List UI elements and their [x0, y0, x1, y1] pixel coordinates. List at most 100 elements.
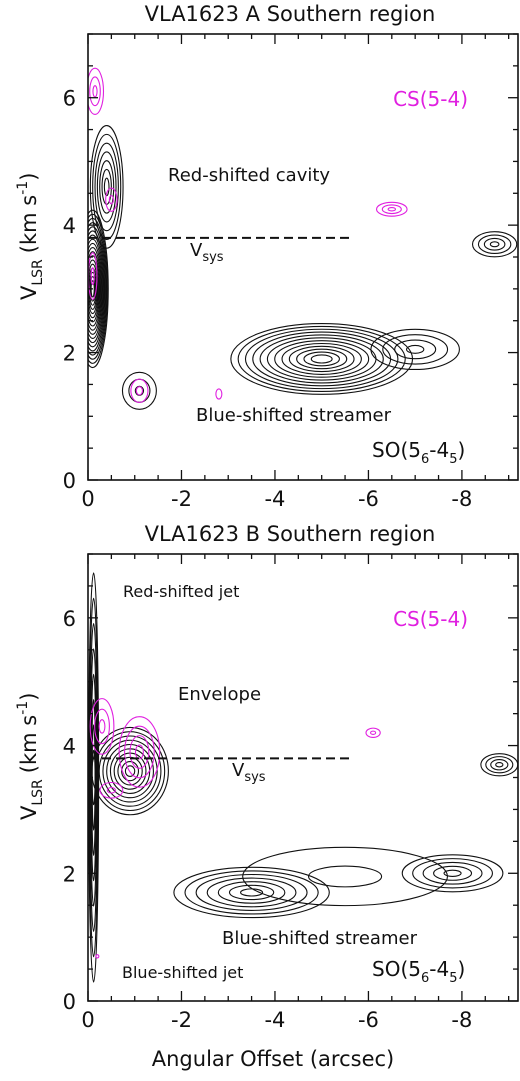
- panel-a-so-contour-3-level-3: [244, 328, 399, 390]
- panel-a-ytick-label: 4: [63, 214, 76, 238]
- panel-a-cs-contour-1-level-2: [108, 194, 114, 205]
- panel-b-xtick-label: -6: [358, 1008, 379, 1032]
- panel-b-vsys-main: V: [232, 760, 245, 781]
- panel-b-so-main: SO(5: [372, 957, 421, 981]
- panel-b-cs-contour-3-level-2: [370, 730, 377, 736]
- panel-a-plot-area: [88, 67, 518, 410]
- panel-b-so-contour-4-level-4: [495, 762, 504, 768]
- panel-a-so-mid: -4: [429, 438, 449, 462]
- panel-a-so-contour-0-level-1: [88, 209, 109, 369]
- panel-b-ylabel-unit: (km s: [17, 715, 41, 773]
- panel-a-so-contour-0-level-13: [88, 259, 99, 319]
- panel-b-so-contour-3-level-3: [422, 861, 483, 885]
- panel-b-xtick-label: 0: [81, 1008, 94, 1032]
- panel-a-so-contour-1-level-3: [94, 142, 119, 232]
- panel-b-ticks: 0 2 4 6 0 -2 -4 -6 -8: [63, 553, 519, 1032]
- panel-b-cs-contour-4-level-1: [95, 954, 100, 959]
- panel-a-xtick-label: 0: [81, 487, 94, 511]
- panel-b-so-contour-4-level-2: [485, 756, 514, 774]
- panel-b-so-contour-5-level-1: [242, 846, 449, 907]
- panel-b-so-contour-5-level-2: [307, 865, 383, 888]
- panel-b-cs-contour-2-level-1: [99, 781, 124, 799]
- panel-b-cs-contour-0-level-1: [89, 698, 115, 755]
- panel-a-cs-contour-3-level-1: [215, 388, 223, 400]
- panel-a-so-contour-0-level-7: [88, 234, 104, 344]
- panel-b-ylabel-sub: LSR: [30, 779, 46, 806]
- panel-a-ylabel-unit: (km s: [17, 195, 41, 253]
- panel-b-annotation-envelope: Envelope: [178, 684, 261, 705]
- panel-a-cs-contour-5-level-2: [90, 267, 95, 285]
- panel-a-cs-contour-2-level-2: [135, 386, 144, 396]
- panel-a-so-sub2: 5: [449, 452, 457, 467]
- panel-b-cs-contour-0-level-2: [94, 708, 110, 745]
- panel-b-so-contour-1-level-9: [121, 760, 140, 782]
- panel-b-xtick-label: -2: [171, 1008, 192, 1032]
- panel-b-so-contour-2-level-1: [173, 866, 330, 919]
- panel-a-cs-contour-0-level-3: [92, 85, 98, 98]
- panel-a-xtick-label: -2: [171, 487, 192, 511]
- panel-b-cs-contour-0-level-3: [98, 719, 106, 734]
- panel-b-so-contour-3-level-2: [412, 858, 493, 889]
- panel-b-plot-area: [88, 572, 518, 983]
- panel-a-so-contour-3-level-11: [303, 351, 340, 367]
- panel-a-so-contour-3-level-5: [259, 334, 384, 384]
- panel-b-cs-tracer-label: CS(5-4): [393, 607, 468, 631]
- panel-a-so-contour-0-level-9: [88, 242, 103, 335]
- panel-a-so-contour-0-level-8: [88, 238, 104, 339]
- panel-b-so-contour-1-level-10: [124, 765, 136, 777]
- panel-b-contours: [88, 572, 518, 983]
- panel-b-ylabel: VLSR (km s-1): [15, 693, 46, 820]
- panel-a-so-contour-3-level-9: [288, 345, 355, 373]
- panel-b-xtick-label: -8: [451, 1008, 472, 1032]
- panel-b-so-contour-2-level-3: [195, 873, 308, 911]
- panel-a-vsys-main: V: [190, 240, 203, 261]
- panel-b-title: VLA1623 B Southern region: [145, 522, 436, 546]
- panel-a-so-contour-2-level-2: [128, 378, 151, 403]
- panel-a-ylabel-main: V: [17, 285, 41, 300]
- panel-b-so-contour-1-level-3: [98, 735, 162, 807]
- panel-b-so-sub2: 5: [449, 971, 457, 986]
- panel-a-so-contour-5-level-3: [483, 237, 506, 251]
- panel-a-so-contour-0-level-2: [88, 213, 108, 364]
- panel-a-so-contour-3-level-12: [310, 354, 333, 364]
- panel-a-so-contour-0-level-6: [88, 230, 105, 348]
- panel-a-so-contour-1-level-4: [96, 151, 117, 223]
- panel-b-ytick-label: 6: [63, 607, 76, 631]
- panel-a-so-main: SO(5: [372, 438, 421, 462]
- panel-a-so-contour-5-level-2: [477, 234, 512, 254]
- panel-a-ytick-label: 6: [63, 87, 76, 111]
- panel-b-so-contour-2-level-2: [184, 870, 319, 915]
- panel-b-ytick-label: 0: [63, 990, 76, 1014]
- panel-a-so-contour-4-level-3: [394, 339, 437, 360]
- panel-b-annotation-red-jet: Red-shifted jet: [123, 582, 239, 601]
- panel-a-ytick-label: 2: [63, 342, 76, 366]
- panel-a-so-contour-1-level-6: [101, 168, 112, 205]
- panel-a-cs-contour-4-level-3: [387, 206, 397, 212]
- panel-a-annotation-blue-streamer: Blue-shifted streamer: [196, 405, 392, 426]
- panel-a-so-contour-0-level-10: [88, 247, 102, 331]
- panel-a-so-contour-4-level-4: [405, 344, 425, 354]
- panel-b-so-mid: -4: [429, 957, 449, 981]
- panel-a-ytick-label: 0: [63, 469, 76, 493]
- panel-b-so-contour-2-level-4: [206, 877, 297, 908]
- panel-b-xtick-label: -4: [264, 1008, 285, 1032]
- panel-a-cs-contour-4-level-2: [381, 204, 402, 215]
- panel-a-so-contour-0-level-12: [88, 255, 100, 323]
- panel-a-so-contour-2-level-1: [121, 371, 157, 410]
- panel-a-ticks: 0 2 4 6 0 -2 -4 -6 -8: [63, 33, 519, 511]
- panel-a-vsys-label: Vsys: [190, 240, 224, 265]
- panel-a-so-contour-3-level-2: [237, 325, 406, 393]
- panel-b-annotation-blue-jet: Blue-shifted jet: [122, 963, 243, 982]
- panel-a-so-contour-1-level-5: [99, 160, 115, 214]
- panel-a-so-contour-3-level-6: [266, 337, 377, 381]
- panel-a-cs-tracer-label: CS(5-4): [393, 87, 468, 111]
- panel-a-ylabel-sub: LSR: [30, 259, 46, 286]
- panel-a-xtick-label: -6: [358, 487, 379, 511]
- panel-a-cs-contour-1-level-1: [105, 187, 118, 212]
- panel-a-so-contour-0-level-14: [88, 263, 99, 315]
- panel-b-cs-contour-3-level-1: [365, 727, 381, 739]
- panel-a-so-contour-1-level-1: [89, 125, 124, 249]
- panel-b-cs-contour-1-level-2: [124, 725, 155, 779]
- panel-a-ylabel: VLSR (km s-1): [15, 173, 46, 300]
